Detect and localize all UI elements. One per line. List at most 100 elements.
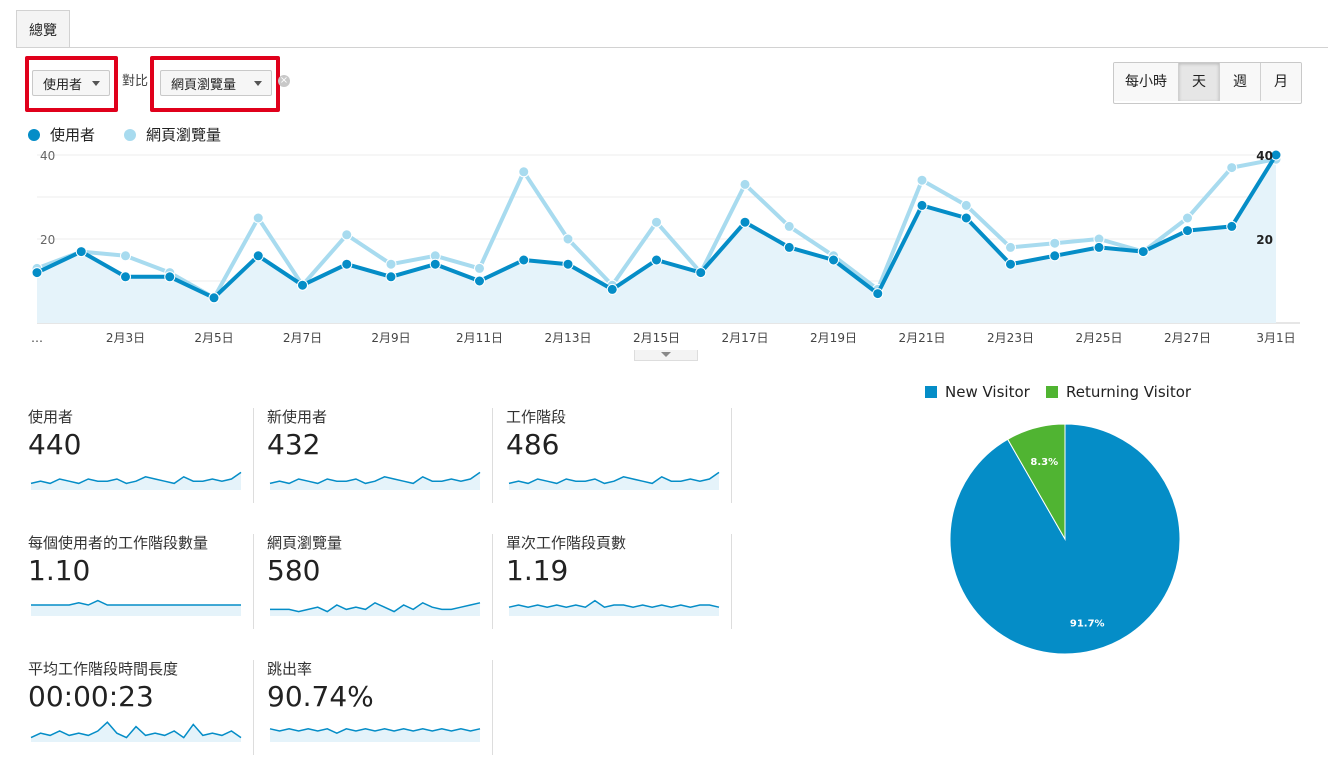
users-point[interactable] (75, 246, 87, 258)
pageviews-point[interactable] (341, 229, 353, 241)
legend-item-users[interactable]: 使用者 (28, 124, 95, 145)
users-point[interactable] (783, 241, 795, 253)
users-point[interactable] (562, 258, 574, 270)
y-tick-label: 40 (40, 149, 55, 163)
users-point[interactable] (1182, 225, 1193, 237)
metric-tile[interactable]: 網頁瀏覽量 580 (267, 532, 489, 642)
divider (253, 534, 254, 629)
pageviews-point[interactable] (518, 166, 530, 178)
pageviews-point[interactable] (739, 178, 751, 190)
granularity-toggle: 每小時 天 週 月 (1113, 62, 1302, 104)
granularity-hourly-button[interactable]: 每小時 (1114, 63, 1178, 101)
divider (492, 534, 493, 629)
metric-sparkline (508, 471, 720, 490)
sparkline-line (30, 721, 242, 739)
legend-item-pageviews[interactable]: 網頁瀏覽量 (124, 124, 221, 145)
end-value-label: 20 (1256, 233, 1273, 247)
users-point[interactable] (164, 271, 176, 283)
users-point[interactable] (341, 258, 353, 270)
metric-value: 90.74% (267, 680, 374, 713)
tab-divider (16, 47, 1328, 48)
users-point[interactable] (297, 279, 308, 291)
users-point[interactable] (960, 212, 972, 224)
metric-tile[interactable]: 新使用者 432 (267, 406, 489, 516)
users-point[interactable] (828, 254, 839, 266)
metric-sparkline (508, 599, 720, 616)
pageviews-point[interactable] (252, 212, 264, 224)
users-point[interactable] (606, 283, 618, 295)
sparkline-line (508, 599, 720, 609)
pageviews-point[interactable] (960, 199, 972, 211)
users-point[interactable] (695, 267, 707, 279)
metric-label: 使用者 (28, 408, 74, 426)
x-tick-label: 2月7日 (283, 331, 322, 345)
tab-overview[interactable]: 總覽 (16, 10, 70, 48)
pageviews-point[interactable] (1005, 241, 1016, 253)
metric-tile[interactable]: 跳出率 90.74% (267, 658, 489, 768)
granularity-week-button[interactable]: 週 (1219, 63, 1260, 101)
pageviews-point[interactable] (474, 262, 485, 274)
users-point[interactable] (1049, 250, 1061, 262)
users-point[interactable] (739, 216, 751, 228)
metric-label: 平均工作階段時間長度 (28, 660, 179, 678)
pie-slice-returning-visitor[interactable] (1007, 423, 1066, 541)
chevron-down-icon (254, 81, 262, 86)
metric-tile[interactable]: 平均工作階段時間長度 00:00:23 (28, 658, 250, 768)
metric-select[interactable]: 使用者 (32, 70, 110, 96)
sparkline-line (269, 471, 481, 485)
sparkline-line (30, 471, 242, 485)
granularity-month-button[interactable]: 月 (1260, 63, 1301, 101)
chart-expand-handle[interactable] (634, 350, 698, 361)
x-tick-label: 2月13日 (545, 331, 592, 345)
pageviews-point[interactable] (1226, 162, 1238, 174)
pageviews-point[interactable] (651, 216, 662, 228)
users-point[interactable] (1005, 258, 1016, 270)
pageviews-point[interactable] (120, 250, 131, 262)
compare-select-value: 網頁瀏覽量 (171, 77, 237, 93)
users-point[interactable] (31, 267, 43, 279)
chevron-down-icon (661, 352, 671, 357)
metric-tile[interactable]: 工作階段 486 (506, 406, 728, 516)
legend-swatch (925, 386, 937, 398)
users-point[interactable] (120, 271, 131, 283)
pageviews-point[interactable] (385, 258, 397, 270)
metric-tile[interactable]: 單次工作階段頁數 1.19 (506, 532, 728, 642)
users-point[interactable] (1270, 149, 1282, 161)
sparkline-line (270, 601, 481, 613)
legend-label: 網頁瀏覽量 (146, 126, 222, 144)
users-point[interactable] (916, 199, 928, 211)
compare-select[interactable]: 網頁瀏覽量 (160, 70, 272, 96)
users-point[interactable] (651, 254, 662, 266)
users-point[interactable] (1137, 246, 1149, 258)
users-point[interactable] (474, 275, 485, 287)
pageviews-point[interactable] (916, 174, 928, 186)
users-point[interactable] (872, 288, 884, 300)
metric-tile[interactable]: 使用者 440 (28, 406, 250, 516)
sparkline-area (270, 472, 480, 490)
users-point[interactable] (1226, 220, 1238, 232)
users-point[interactable] (385, 271, 397, 283)
users-point[interactable] (1093, 241, 1105, 253)
granularity-day-button[interactable]: 天 (1178, 63, 1219, 101)
pageviews-point[interactable] (1049, 237, 1061, 249)
pageviews-point[interactable] (562, 233, 574, 245)
divider (253, 660, 254, 755)
users-point[interactable] (518, 254, 530, 266)
users-point[interactable] (429, 258, 441, 270)
metric-label: 單次工作階段頁數 (506, 534, 627, 552)
legend-item-new-visitor[interactable]: New Visitor (925, 383, 1030, 401)
users-point[interactable] (208, 292, 220, 304)
metric-tile[interactable]: 每個使用者的工作階段數量 1.10 (28, 532, 250, 642)
legend-label: Returning Visitor (1066, 383, 1192, 401)
close-icon[interactable]: × (278, 75, 290, 87)
users-point[interactable] (252, 250, 264, 262)
legend-dot (124, 128, 136, 141)
pageviews-point[interactable] (1182, 212, 1193, 224)
metric-label: 每個使用者的工作階段數量 (28, 534, 209, 552)
sparkline-area (31, 472, 241, 490)
metric-value: 486 (506, 428, 560, 461)
pageviews-point[interactable] (783, 220, 795, 232)
legend-item-returning-visitor[interactable]: Returning Visitor (1046, 383, 1191, 401)
x-tick-label: 2月19日 (810, 331, 857, 345)
metric-sparkline (30, 721, 242, 742)
